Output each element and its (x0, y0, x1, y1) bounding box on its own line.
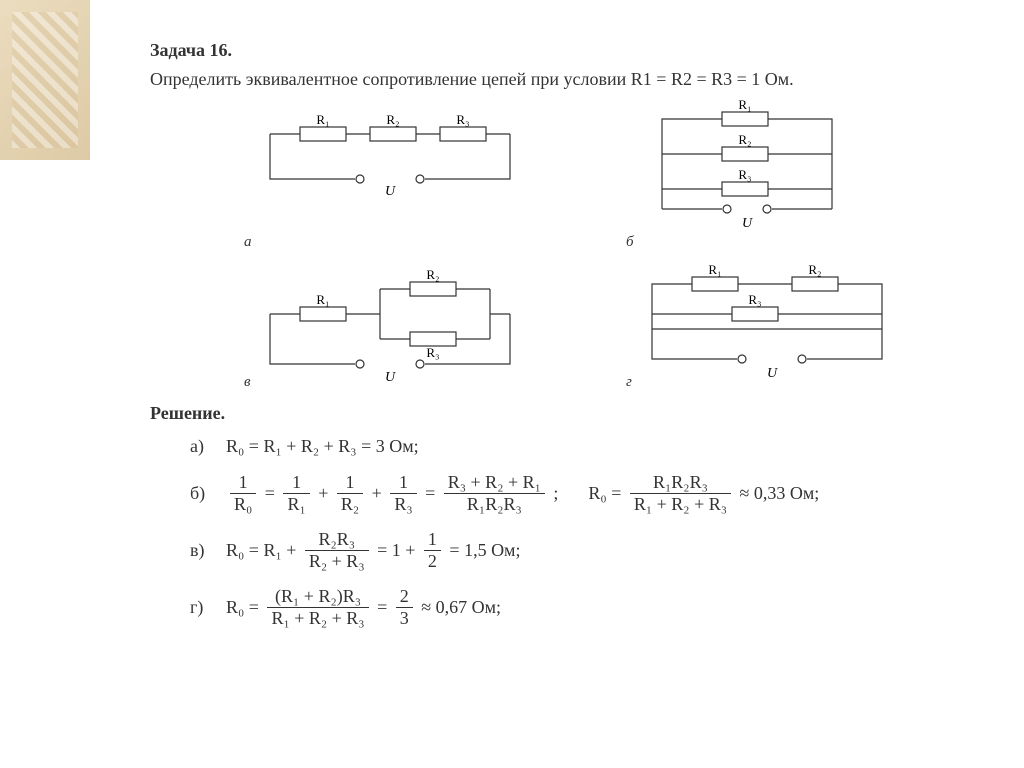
label-r1: R₁ (316, 112, 329, 127)
frac-twothirds: 2 3 (396, 587, 413, 628)
label-r3: R₃ (426, 345, 439, 360)
figure-a-label: а (244, 234, 252, 251)
frac-combined: R₃ + R₂ + R₁ R₁R₂R₃ (444, 473, 545, 514)
label-r2: R₂ (738, 132, 751, 147)
mid: 1 (392, 540, 401, 561)
solution-b-letter: б) (190, 483, 216, 504)
solution-c-eq: R₀ = R₁ + R₂R₃ R₂ + R₃ = 1 + 1 2 = (226, 530, 520, 571)
figure-c-label: в (244, 374, 251, 391)
value: 3 Ом; (376, 436, 419, 457)
label-r3: R₃ (738, 167, 751, 182)
figure-c: R₁ R₂ R₃ U в (240, 259, 582, 389)
approx: ≈ 0,67 Ом; (421, 597, 501, 618)
lhs: R₀ (226, 540, 244, 561)
content: Задача 16. Определить эквивалентное сопр… (150, 40, 964, 644)
frac-result: R₁R₂R₃ R₁ + R₂ + R₃ (630, 473, 731, 514)
figure-d-label: г (626, 374, 632, 391)
approx: ≈ 0,33 Ом; (740, 483, 820, 504)
figure-b-label: б (626, 234, 634, 251)
frac-r1r2r3: (R₁ + R₂)R₃ R₁ + R₂ + R₃ (267, 587, 368, 628)
frac-r2r3: R₂R₃ R₂ + R₃ (305, 530, 369, 571)
label-r2: R₂ (808, 262, 821, 277)
figure-d: R₁ R₂ R₃ U г (622, 259, 964, 389)
rhs: R₁ + R₂ + R₃ (263, 436, 356, 457)
solution-b-eq-left: 1 R₀ = 1 R₁ + 1 R₂ + 1 (226, 473, 558, 514)
solution-c-letter: в) (190, 540, 216, 561)
solution-d-letter: г) (190, 597, 216, 618)
page-ornament (0, 0, 90, 160)
label-r1: R₁ (316, 292, 329, 307)
solution-d-eq: R₀ = (R₁ + R₂)R₃ R₁ + R₂ + R₃ = 2 3 ≈ 0,… (226, 587, 501, 628)
solutions: а) R₀ = R₁ + R₂ + R₃ = 3 Ом; б) 1 R₀ = (190, 436, 964, 627)
frac-half: 1 2 (424, 530, 441, 571)
r1: R₁ (263, 540, 281, 561)
label-r3: R₃ (748, 292, 761, 307)
figures-grid: R₁ R₂ R₃ U а (240, 99, 964, 389)
label-r1: R₁ (708, 262, 721, 277)
label-u: U (385, 370, 396, 385)
label-r2: R₂ (426, 267, 439, 282)
figure-b: R₁ R₂ R₃ U б (622, 99, 964, 249)
label-u: U (767, 366, 778, 381)
solution-heading: Решение. (150, 403, 964, 424)
frac-1-r1: 1 R₁ (283, 473, 309, 514)
lhs: R₀ (588, 483, 606, 504)
label-u: U (742, 216, 753, 231)
solution-b-eq-right: R₀ = R₁R₂R₃ R₁ + R₂ + R₃ ≈ 0,33 Ом; (588, 473, 819, 514)
circuit-c-svg: R₁ R₂ R₃ U (240, 259, 540, 389)
solution-d: г) R₀ = (R₁ + R₂)R₃ R₁ + R₂ + R₃ = 2 3 ≈… (190, 587, 964, 628)
label-r3: R₃ (456, 112, 469, 127)
problem-number: Задача 16. (150, 40, 232, 60)
solution-a-eq: R₀ = R₁ + R₂ + R₃ = 3 Ом; (226, 436, 419, 457)
value: 1,5 Ом; (464, 540, 520, 561)
problem-statement: Определить эквивалентное сопротивление ц… (150, 67, 964, 91)
lhs: R₀ (226, 436, 244, 457)
circuit-b-svg: R₁ R₂ R₃ U (622, 99, 902, 249)
frac-1-r3: 1 R₃ (390, 473, 416, 514)
label-r2: R₂ (386, 112, 399, 127)
figure-a: R₁ R₂ R₃ U а (240, 99, 582, 249)
circuit-a-svg: R₁ R₂ R₃ U (240, 99, 540, 209)
problem-heading: Задача 16. (150, 40, 964, 61)
frac-1-over-r0: 1 R₀ (230, 473, 256, 514)
label-r1: R₁ (738, 99, 751, 112)
solution-b: б) 1 R₀ = 1 R₁ + 1 R₂ (190, 473, 964, 514)
equals: = (244, 436, 263, 457)
solution-a-letter: а) (190, 436, 216, 457)
solution-a: а) R₀ = R₁ + R₂ + R₃ = 3 Ом; (190, 436, 964, 457)
solution-c: в) R₀ = R₁ + R₂R₃ R₂ + R₃ = 1 + 1 2 (190, 530, 964, 571)
label-u: U (385, 184, 396, 199)
equals: = (357, 436, 376, 457)
lhs: R₀ (226, 597, 244, 618)
frac-1-r2: 1 R₂ (337, 473, 363, 514)
circuit-d-svg: R₁ R₂ R₃ U (622, 259, 922, 389)
